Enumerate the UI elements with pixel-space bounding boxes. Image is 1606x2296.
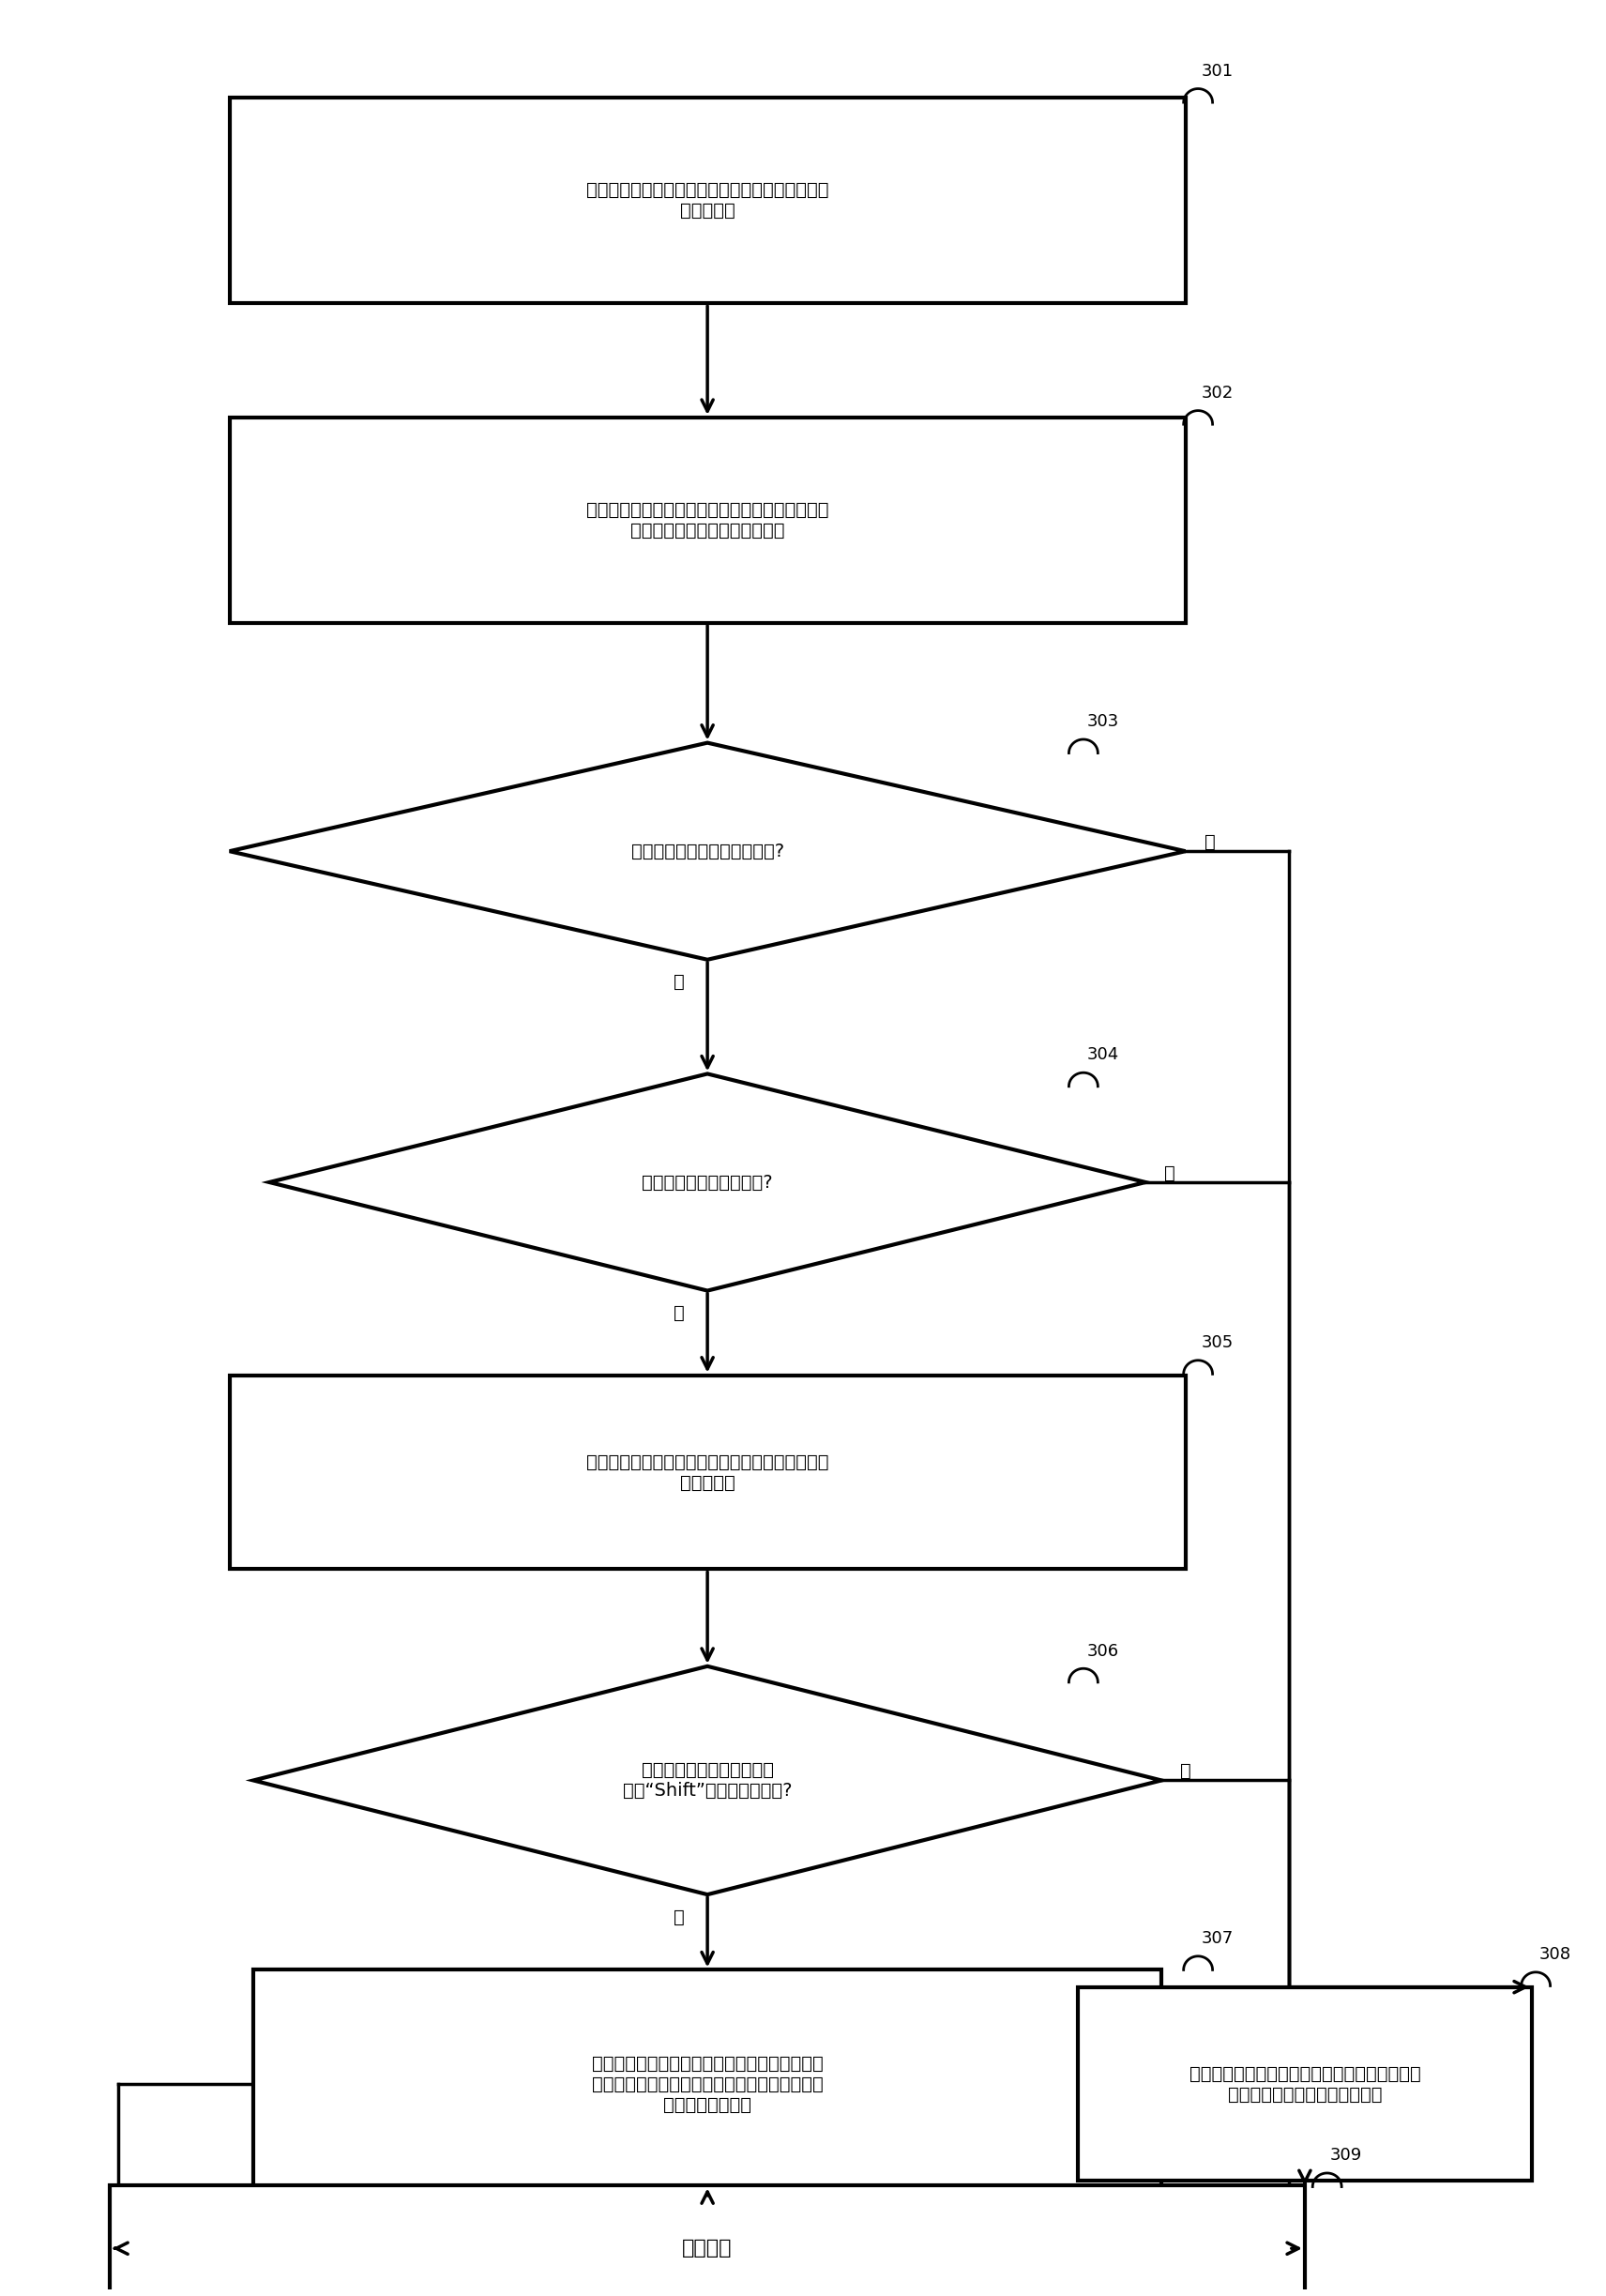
Text: 是: 是	[673, 974, 684, 992]
Text: 304: 304	[1087, 1047, 1119, 1063]
Text: 是: 是	[673, 1908, 684, 1926]
Text: 按键处理单元通过应用程序窗口获取与该字母按键
对应的字符: 按键处理单元通过应用程序窗口获取与该字母按键 对应的字符	[586, 1453, 829, 1492]
Text: 301: 301	[1201, 62, 1233, 80]
Text: 否: 否	[1180, 1763, 1192, 1779]
FancyBboxPatch shape	[1078, 1986, 1532, 2181]
FancyBboxPatch shape	[254, 1970, 1161, 2197]
Text: 根据当前大小写锁定标志，输出与所述字母键对
应的字母的大写形式或小写形式: 根据当前大小写锁定标志，输出与所述字母键对 应的字母的大写形式或小写形式	[1188, 2064, 1421, 2103]
Text: 修改当前大小写锁定标志，并根据修改后的大小
写锁定标志，输出与所述字母键对应的字母的大
写形式或小写形式: 修改当前大小写锁定标志，并根据修改后的大小 写锁定标志，输出与所述字母键对应的字…	[591, 2055, 824, 2115]
Text: 307: 307	[1201, 1931, 1233, 1947]
Polygon shape	[230, 744, 1185, 960]
Text: 否: 否	[1164, 1164, 1176, 1182]
Text: 是: 是	[673, 1304, 684, 1322]
Text: 按键处理单元过滤掉被选中的非字母按键对应的按
键事件，并上报给应用程序窗口: 按键处理单元过滤掉被选中的非字母按键对应的按 键事件，并上报给应用程序窗口	[586, 501, 829, 540]
FancyBboxPatch shape	[111, 2186, 1304, 2296]
Text: 否: 否	[1204, 833, 1216, 852]
Text: 当前活动窗口为文字编辑窗口?: 当前活动窗口为文字编辑窗口?	[631, 843, 784, 861]
FancyBboxPatch shape	[230, 418, 1185, 622]
Text: 302: 302	[1201, 386, 1233, 402]
Text: 有字母键对应的按键事件?: 有字母键对应的按键事件?	[642, 1173, 772, 1192]
Text: 306: 306	[1087, 1642, 1118, 1660]
Text: 303: 303	[1087, 714, 1119, 730]
Text: 305: 305	[1201, 1334, 1233, 1350]
Text: 309: 309	[1330, 2147, 1362, 2163]
Polygon shape	[254, 1667, 1161, 1894]
FancyBboxPatch shape	[230, 1375, 1185, 1568]
Text: 同时接收字母按键的按键事
件和“Shift”按键的按键事件?: 同时接收字母按键的按键事 件和“Shift”按键的按键事件?	[623, 1761, 792, 1800]
Polygon shape	[270, 1075, 1145, 1290]
FancyBboxPatch shape	[230, 99, 1185, 303]
Text: 按键处理单元接收到按键事件时，修改大小写锁定
位状态标志: 按键处理单元接收到按键事件时，修改大小写锁定 位状态标志	[586, 181, 829, 220]
Text: 结束流程: 结束流程	[683, 2239, 732, 2257]
Text: 308: 308	[1539, 1947, 1571, 1963]
